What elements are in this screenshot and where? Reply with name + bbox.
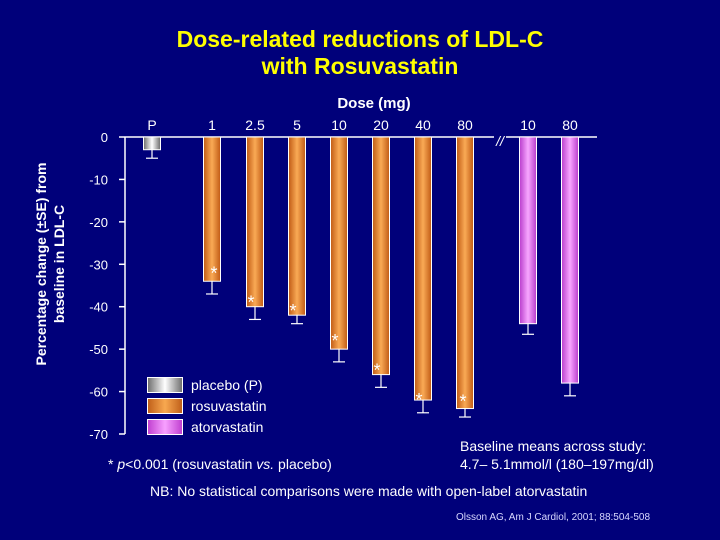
citation: Olsson AG, Am J Cardiol, 2001; 88:504-50… <box>456 512 650 523</box>
y-tick-label-1: -10 <box>89 172 108 187</box>
x-axis-label: Dose (mg) <box>337 95 410 112</box>
x-tick-label-3: 5 <box>293 117 301 133</box>
bar-4-rosuvastatin <box>330 136 348 350</box>
y-tick-label-6: -60 <box>89 385 108 400</box>
significance-star-2: * <box>247 293 254 313</box>
legend-swatch-placebo <box>147 377 183 393</box>
footnote-p: p <box>117 456 126 472</box>
y-tick-label-4: -40 <box>89 300 108 315</box>
legend-item-rosuvastatin: rosuvastatin <box>147 396 266 416</box>
legend-swatch-atorvastatin <box>147 419 183 435</box>
significance-footnote: * p<0.001 (rosuvastatin vs. placebo) <box>108 456 332 472</box>
legend-item-placebo: placebo (P) <box>147 375 263 395</box>
significance-star-3: * <box>289 301 296 321</box>
x-tick-label-4: 10 <box>331 117 347 133</box>
chart-title-line-1: Dose-related reductions of LDL-C <box>176 26 544 52</box>
footnote-text-1: <0.001 (rosuvastatin <box>125 456 257 472</box>
y-tick-label-5: -50 <box>89 342 108 357</box>
legend-label-rosuvastatin: rosuvastatin <box>191 398 267 414</box>
x-tick-label-1: 1 <box>208 117 216 133</box>
y-tick-label-2: -20 <box>89 215 108 230</box>
significance-star-7: * <box>459 392 466 412</box>
bar-5-rosuvastatin <box>372 136 390 376</box>
chart-title: Dose-related reductions of LDL-C with Ro… <box>0 26 720 80</box>
bar-3-rosuvastatin <box>288 136 306 316</box>
footnote-star: * <box>108 456 118 472</box>
legend-label-placebo: placebo (P) <box>191 377 263 393</box>
legend-swatch-rosuvastatin <box>147 398 183 414</box>
y-axis-label-line-2: baseline in LDL-C <box>51 205 67 323</box>
y-axis-label-line-1: Percentage change (±SE) from <box>33 163 49 366</box>
baseline-line-2: 4.7– 5.1mmol/l (180–197mg/dl) <box>460 456 654 472</box>
x-tick-label-7: 80 <box>457 117 473 133</box>
bar-0-placebo <box>143 136 161 151</box>
x-tick-label-2: 2.5 <box>245 117 265 133</box>
y-tick-label-0: 0 <box>101 130 108 145</box>
legend-item-atorvastatin: atorvastatin <box>147 417 263 437</box>
y-tick-label-7: -70 <box>89 427 108 442</box>
chart-title-line-2: with Rosuvastatin <box>261 53 459 79</box>
bar-7-rosuvastatin <box>456 136 474 410</box>
y-tick-label-3: -30 <box>89 257 108 272</box>
x-tick-label-8: 10 <box>520 117 536 133</box>
x-tick-label-0: P <box>147 117 156 133</box>
baseline-note: Baseline means across study: 4.7– 5.1mmo… <box>460 437 654 473</box>
legend-label-atorvastatin: atorvastatin <box>191 419 264 435</box>
x-tick-label-5: 20 <box>373 117 389 133</box>
significance-star-4: * <box>331 331 338 351</box>
baseline-line-1: Baseline means across study: <box>460 438 646 454</box>
bar-1-rosuvastatin <box>203 136 221 282</box>
significance-star-5: * <box>373 361 380 381</box>
bar-2-rosuvastatin <box>246 136 264 308</box>
legend: placebo (P) rosuvastatin atorvastatin <box>138 370 276 438</box>
bar-8-atorvastatin <box>519 136 537 325</box>
axis-break-mark: // <box>495 133 506 149</box>
significance-star-6: * <box>415 390 422 410</box>
x-tick-label-9: 80 <box>562 117 578 133</box>
x-tick-label-6: 40 <box>415 117 431 133</box>
nb-note: NB: No statistical comparisons were made… <box>150 483 588 499</box>
footnote-text-2: placebo) <box>274 456 332 472</box>
footnote-vs: vs. <box>256 456 275 472</box>
bar-9-atorvastatin <box>561 136 579 384</box>
bar-6-rosuvastatin <box>414 136 432 401</box>
significance-star-1: * <box>210 263 217 283</box>
y-axis-label: Percentage change (±SE) from baseline in … <box>33 163 67 366</box>
